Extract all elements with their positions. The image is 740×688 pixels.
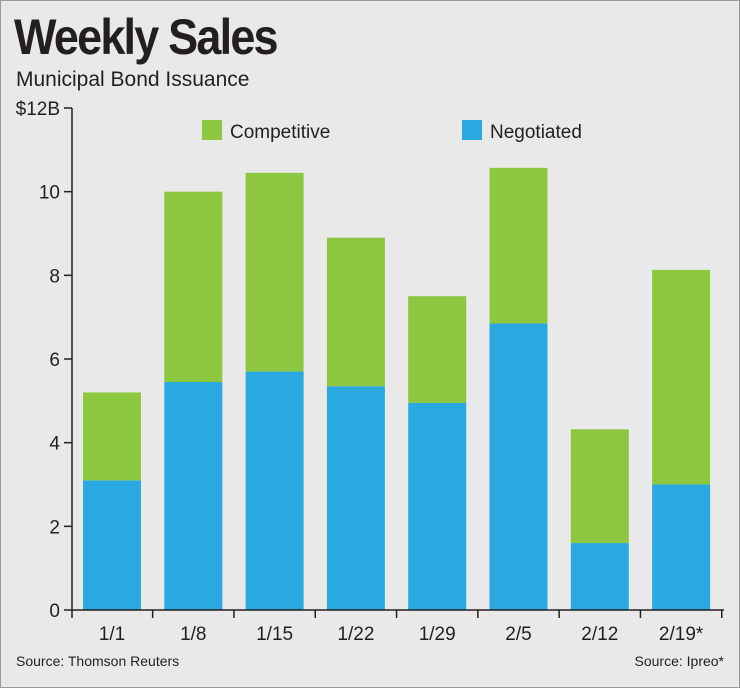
- x-tick-label: 1/15: [256, 624, 293, 645]
- x-tick-label: 1/8: [180, 624, 206, 645]
- y-tick-label: 0: [49, 601, 60, 622]
- x-tick-label: 1/1: [99, 624, 125, 645]
- bar-negotiated: [164, 382, 223, 610]
- bar-competitive: [570, 429, 629, 544]
- bar-competitive: [408, 296, 467, 403]
- x-tick-label: 1/22: [337, 624, 374, 645]
- legend-swatch-competitive: [202, 120, 222, 140]
- x-tick-label: 2/12: [581, 624, 618, 645]
- bar-competitive: [326, 237, 385, 387]
- bar-negotiated: [326, 386, 385, 610]
- y-tick-label: 2: [49, 517, 60, 538]
- chart-subtitle: Municipal Bond Issuance: [16, 68, 250, 91]
- source-left: Source: Thomson Reuters: [16, 653, 180, 669]
- x-tick-label: 2/19*: [659, 624, 704, 645]
- bar-competitive: [83, 392, 141, 481]
- y-tick-label: $12B: [16, 99, 60, 120]
- source-right: Source: Ipreo*: [634, 653, 725, 669]
- bar-competitive: [164, 191, 223, 383]
- bar-negotiated: [489, 323, 548, 610]
- bar-negotiated: [652, 484, 711, 610]
- bar-negotiated: [408, 402, 467, 610]
- legend-label-competitive: Competitive: [230, 122, 330, 143]
- bar-competitive: [489, 167, 548, 324]
- x-tick-label: 2/5: [505, 624, 531, 645]
- x-tick-label: 1/29: [419, 624, 456, 645]
- chart-title: Weekly Sales: [14, 9, 279, 65]
- bar-competitive: [245, 172, 304, 372]
- bar-negotiated: [83, 480, 141, 610]
- y-tick-label: 8: [49, 266, 60, 287]
- bar-competitive: [652, 269, 711, 485]
- legend-swatch-negotiated: [462, 120, 482, 140]
- bar-negotiated: [245, 371, 304, 610]
- y-tick-label: 4: [49, 434, 60, 455]
- bar-negotiated: [570, 543, 629, 610]
- y-tick-label: 10: [39, 183, 60, 204]
- y-tick-label: 6: [49, 350, 60, 371]
- legend-label-negotiated: Negotiated: [490, 122, 582, 143]
